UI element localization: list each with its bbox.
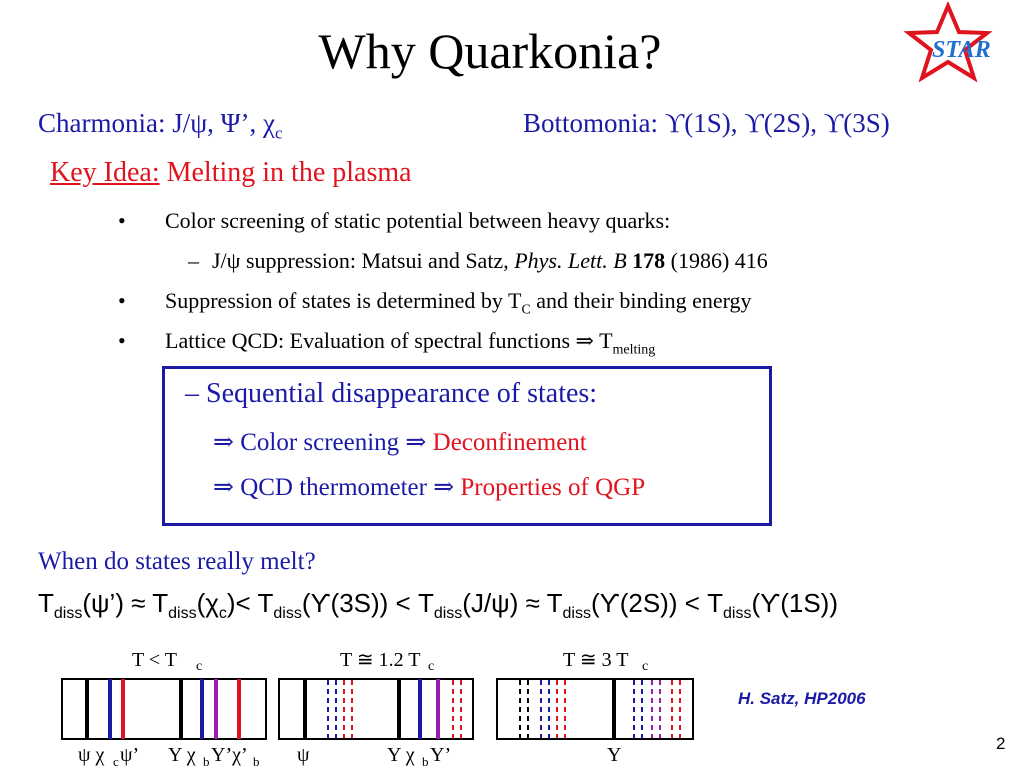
tdiss-text: (χ [196, 588, 219, 618]
tdiss-sub: diss [273, 605, 302, 623]
panel-1-label-b: ψ’ [120, 744, 139, 766]
panel-1-temp-sub: c [196, 659, 202, 674]
bullet-text: Color screening of static potential betw… [165, 208, 671, 233]
panel-2-temp: T ≅ 1.2 T [340, 649, 420, 671]
box-line-2: ⇒ Color screening ⇒ Deconfinement [213, 427, 587, 457]
panel-1-label-a: ψ χ [78, 744, 105, 766]
tdiss-sub: diss [562, 605, 591, 623]
citation-lead: J/ψ suppression: Matsui and Satz, [212, 248, 515, 273]
key-idea: Key Idea: Melting in the plasma [50, 157, 412, 189]
panel-1-label-d: Υ’χ’ [211, 744, 248, 766]
tdiss-sub: diss [53, 605, 83, 623]
bullet-text-a: Suppression of states is determined by T [165, 288, 522, 313]
panel-3-label-c: Υ [607, 744, 621, 766]
tdiss-text: (ϒ(3S)) < T [301, 588, 434, 618]
panel-2-label-a: ψ [297, 744, 310, 766]
tdiss-text: (ψ’) ≈ T [82, 588, 169, 618]
panel-1-label-a-sub: c [113, 754, 119, 768]
box-line-3: ⇒ QCD thermometer ⇒ Properties of QGP [213, 472, 645, 502]
tdiss-sub: diss [723, 605, 752, 623]
panel-1-frame [61, 678, 267, 740]
tdiss-text: )< T [226, 588, 274, 618]
bullet-marker: • [118, 208, 126, 233]
panel-1-label-c: Υ χ [168, 744, 196, 766]
bullet-text-b: and their binding energy [530, 288, 752, 313]
panel-1-2-tc: T ≅ 1.2 T c ψ Υ χ b Υ’ [278, 649, 474, 769]
charmonia-text: Charmonia: J/ψ, Ψ’, χ [38, 108, 276, 138]
bullet-text-a: Lattice QCD: Evaluation of spectral func… [165, 328, 613, 353]
box-line-2-a: ⇒ Color screening ⇒ [213, 429, 433, 456]
spectral-panels: T < T c ψ χ c ψ’ Υ χ b Υ’χ’ b T ≅ 1.2 T … [0, 640, 760, 769]
panel-below-tc: T < T c ψ χ c ψ’ Υ χ b Υ’χ’ b [61, 649, 267, 769]
box-line-3-a: ⇒ QCD thermometer ⇒ [213, 474, 461, 501]
bullet-text-sub: C [521, 302, 531, 318]
panel-3-temp: T ≅ 3 T [563, 649, 628, 671]
bottomonia-heading: Bottomonia: ϒ(1S), ϒ(2S), ϒ(3S) [523, 108, 890, 138]
panel-2-label-c: Υ χ [387, 744, 415, 766]
panel-2-frame [278, 678, 474, 740]
tdiss-sub: diss [433, 605, 463, 623]
bullet-text: Lattice QCD: Evaluation of spectral func… [165, 328, 655, 358]
panel-2-label-d: Υ’ [430, 744, 451, 766]
panel-1-temp: T < T [132, 649, 177, 671]
bullet-text: Suppression of states is determined by T… [165, 288, 752, 318]
slide-title: Why Quarkonia? [318, 23, 662, 79]
panel-1-label-c-sub: b [203, 754, 210, 768]
charmonia-heading: Charmonia: J/ψ, Ψ’, χc [38, 108, 283, 143]
page-number: 2 [996, 734, 1006, 753]
tdiss-text: (J/ψ) ≈ T [462, 588, 563, 618]
sub-bullet-text: J/ψ suppression: Matsui and Satz, Phys. … [212, 248, 768, 274]
tdiss-text: T [38, 588, 54, 618]
tdiss-sub: c [218, 605, 227, 623]
star-logo: STAR [898, 0, 1018, 83]
bullet-marker: • [118, 288, 126, 313]
panel-2-label-c-sub: b [422, 754, 429, 768]
box-line-2-b: Deconfinement [432, 429, 587, 456]
box-line-1: – Sequential disappearance of states: [185, 378, 598, 409]
tdiss-sub: diss [168, 605, 197, 623]
panel-3-temp-sub: c [642, 659, 648, 674]
bullet-marker: • [118, 328, 126, 353]
tdiss-text: (ϒ(2S)) < T [590, 588, 723, 618]
sub-bullet-marker: – [188, 248, 199, 273]
melt-question: When do states really melt? [38, 548, 316, 575]
box-line-3-b: Properties of QGP [460, 474, 646, 501]
highlight-box [162, 366, 772, 526]
citation-volume: 178 [626, 248, 666, 273]
panel-1-label-d-sub: b [253, 754, 260, 768]
charmonia-sub: c [275, 123, 283, 143]
panel-2-temp-sub: c [428, 659, 434, 674]
panel-3-tc: T ≅ 3 T c Υ [496, 649, 694, 766]
key-idea-label: Key Idea: [50, 157, 160, 188]
dissociation-ordering: Tdiss(ψ’) ≈ Tdiss(χc)< Tdiss(ϒ(3S)) < Td… [38, 588, 838, 623]
citation-journal: Phys. Lett. B [514, 248, 627, 273]
star-logo-text: STAR [932, 37, 991, 63]
citation-year: (1986) 416 [665, 248, 768, 273]
spectral-panels-svg: T < T c ψ χ c ψ’ Υ χ b Υ’χ’ b T ≅ 1.2 T … [61, 649, 694, 769]
panel-3-frame [496, 678, 694, 740]
key-idea-text: Melting in the plasma [159, 157, 412, 188]
tdiss-text: (ϒ(1S)) [751, 588, 838, 618]
bullet-text-sub: melting [612, 342, 656, 358]
credit: H. Satz, HP2006 [738, 689, 866, 708]
